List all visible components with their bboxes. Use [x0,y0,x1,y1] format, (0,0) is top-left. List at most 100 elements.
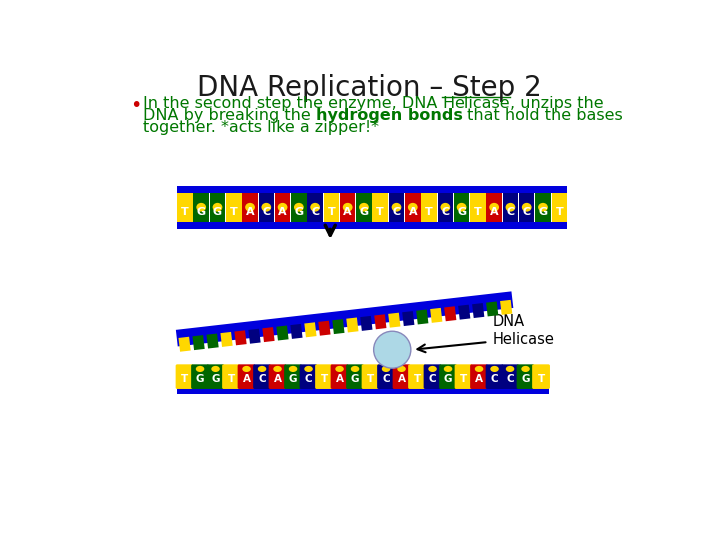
Text: •: • [130,96,142,114]
Text: T: T [460,374,467,384]
Bar [389,193,404,222]
Bar [177,193,193,222]
Bar [291,193,307,222]
Polygon shape [402,311,415,326]
Polygon shape [318,321,330,336]
Text: A: A [246,207,254,217]
Text: G: G [359,207,369,217]
FancyBboxPatch shape [269,364,287,389]
Ellipse shape [428,366,437,372]
Ellipse shape [196,366,204,372]
Text: together. *acts like a zipper!*: together. *acts like a zipper!* [143,120,379,135]
Ellipse shape [359,203,369,212]
Text: T: T [537,374,544,384]
Bar [454,193,469,222]
Text: C: C [382,374,390,384]
Polygon shape [374,314,387,329]
FancyBboxPatch shape [330,364,348,389]
Ellipse shape [261,203,271,212]
Polygon shape [444,306,456,321]
Bar [258,193,274,222]
Text: C: C [523,207,531,217]
Bar [210,193,225,222]
Text: G: G [213,207,222,217]
Bar [503,193,518,222]
Polygon shape [235,330,247,345]
Bar [519,193,534,222]
Text: G: G [197,207,206,217]
Text: C: C [311,207,319,217]
Ellipse shape [336,366,344,372]
Text: G: G [351,374,359,384]
Ellipse shape [522,203,531,212]
Ellipse shape [258,366,266,372]
Ellipse shape [227,366,235,372]
Text: H: H [442,96,454,111]
Bar [372,193,388,222]
Polygon shape [276,326,289,341]
Text: A: A [490,207,498,217]
Polygon shape [500,300,513,315]
Text: G: G [289,374,297,384]
FancyBboxPatch shape [284,364,302,389]
Polygon shape [416,309,428,325]
Polygon shape [220,332,233,347]
Ellipse shape [180,203,190,212]
Ellipse shape [305,366,312,372]
Polygon shape [486,301,498,316]
Circle shape [374,331,411,368]
Text: T: T [555,207,563,217]
Bar [487,193,502,222]
FancyBboxPatch shape [346,364,364,389]
Ellipse shape [245,203,255,212]
Polygon shape [360,316,372,331]
Text: G: G [196,374,204,384]
Text: C: C [392,207,400,217]
Bar [324,193,339,222]
FancyBboxPatch shape [423,364,441,389]
Bar [307,193,323,222]
Ellipse shape [243,366,251,372]
FancyBboxPatch shape [439,364,457,389]
Text: T: T [426,207,433,217]
Text: T: T [181,207,189,217]
Ellipse shape [294,203,304,212]
Text: T: T [181,374,188,384]
Ellipse shape [413,366,421,372]
Polygon shape [179,337,191,352]
FancyBboxPatch shape [470,364,488,389]
Polygon shape [192,335,204,350]
Ellipse shape [320,366,328,372]
Ellipse shape [180,366,189,372]
Text: T: T [413,374,420,384]
FancyBboxPatch shape [207,364,225,389]
Bar [535,193,551,222]
Bar [177,186,567,193]
Text: hydrogen bonds: hydrogen bonds [315,108,462,123]
Polygon shape [248,329,261,343]
Text: T: T [320,374,328,384]
Ellipse shape [441,203,450,212]
Text: C: C [506,207,515,217]
FancyBboxPatch shape [408,364,426,389]
Ellipse shape [424,203,434,212]
Text: elicase: elicase [454,96,510,111]
FancyBboxPatch shape [454,364,472,389]
Text: G: G [294,207,303,217]
Bar [194,193,209,222]
Text: A: A [336,374,343,384]
Ellipse shape [473,203,483,212]
Text: A: A [274,374,282,384]
Ellipse shape [375,203,385,212]
Text: C: C [305,374,312,384]
Text: T: T [230,207,238,217]
FancyBboxPatch shape [315,364,333,389]
Text: G: G [444,374,452,384]
Text: DNA
Helicase: DNA Helicase [492,314,554,347]
Polygon shape [305,322,317,338]
Text: A: A [475,374,483,384]
FancyBboxPatch shape [377,364,395,389]
Text: DNA Replication – Step 2: DNA Replication – Step 2 [197,74,541,102]
Text: A: A [243,374,251,384]
Ellipse shape [474,366,483,372]
